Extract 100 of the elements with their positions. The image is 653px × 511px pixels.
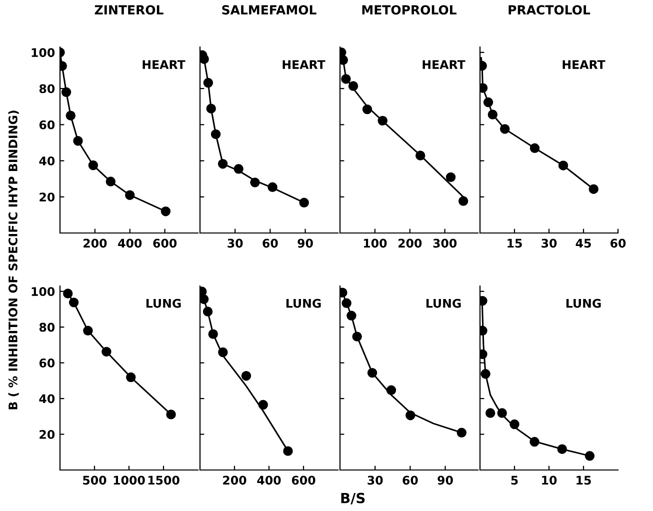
chart-title: SALMEFAMOL [222, 5, 316, 15]
x-tick-label: 15 [576, 476, 591, 485]
point [458, 196, 468, 206]
x-tick-label: 400 [118, 238, 142, 248]
point [299, 198, 309, 208]
point [102, 346, 112, 357]
point [88, 160, 98, 170]
x-tick-label: 60 [402, 476, 418, 485]
chart-title: PRACTOLOL [508, 5, 590, 15]
point [106, 176, 116, 186]
point [362, 104, 372, 114]
point [352, 332, 362, 342]
point [558, 160, 568, 170]
x-tick-label: 30 [228, 238, 243, 248]
point [485, 408, 496, 418]
x-tick-label: 600 [153, 238, 177, 248]
point [206, 104, 216, 114]
y-tick-label: 60 [39, 120, 55, 130]
point [378, 116, 388, 126]
x-tick-label: 5 [511, 476, 518, 485]
point [500, 124, 510, 134]
annotation: LUNG [426, 298, 461, 308]
point [342, 298, 352, 308]
point [73, 136, 83, 146]
point [250, 178, 260, 188]
x-tick-label: 30 [542, 238, 557, 248]
x-tick-label: 60 [262, 238, 278, 248]
y-tick-label: 100 [32, 287, 55, 296]
point [497, 408, 507, 418]
point [200, 294, 209, 304]
y-axis-title: B ( % INHIBITION OF SPECIFIC IHYP BINDING) [8, 110, 19, 410]
annotation: HEART [562, 60, 606, 69]
point [588, 184, 598, 194]
point [483, 97, 494, 108]
point [530, 436, 540, 447]
x-tick-label: 200 [223, 476, 246, 485]
point [530, 143, 540, 153]
point [66, 110, 76, 120]
point [584, 451, 595, 461]
x-tick-label: 1500 [148, 476, 180, 485]
x-tick-label: 10 [542, 476, 557, 485]
point [341, 74, 351, 84]
point [234, 164, 244, 174]
point [203, 78, 214, 88]
point [200, 54, 209, 64]
x-tick-label: 200 [84, 238, 107, 248]
point [480, 369, 490, 379]
x-tick-label: 1000 [114, 476, 145, 485]
point [488, 110, 498, 120]
y-tick-label: 80 [39, 322, 55, 332]
x-tick-label: 45 [576, 238, 591, 248]
point [166, 410, 176, 420]
point [346, 310, 356, 321]
point [258, 400, 268, 410]
point [557, 444, 567, 454]
point [367, 368, 378, 378]
y-tick-label: 100 [32, 48, 55, 58]
x-tick-label: 400 [257, 476, 281, 485]
point [241, 370, 252, 381]
annotation: HEART [142, 60, 186, 69]
point [348, 81, 358, 91]
annotation: LUNG [566, 298, 601, 308]
y-tick-label: 60 [39, 358, 55, 368]
point [210, 129, 221, 140]
x-tick-label: 500 [83, 476, 106, 485]
y-tick-label: 20 [40, 192, 55, 202]
point [61, 87, 72, 98]
x-tick-label: 100 [364, 238, 387, 248]
annotation: LUNG [286, 298, 321, 308]
point [126, 372, 136, 382]
x-tick-label: 60 [610, 238, 626, 248]
point [415, 150, 426, 160]
point [125, 190, 135, 200]
x-tick-label: 200 [398, 238, 422, 248]
y-tick-label: 40 [39, 156, 55, 166]
x-axis-title: B/S [341, 492, 365, 504]
point [63, 288, 73, 298]
annotation: HEART [422, 60, 466, 69]
point [68, 298, 79, 308]
point [446, 172, 456, 182]
y-tick-label: 20 [40, 430, 55, 439]
annotation: HEART [282, 60, 326, 69]
point [406, 410, 416, 420]
y-tick-label: 40 [39, 394, 55, 404]
point [160, 206, 171, 216]
chart-title: ZINTEROL [94, 5, 164, 15]
x-tick-label: 90 [298, 238, 313, 248]
y-tick-label: 80 [39, 84, 55, 94]
point [456, 428, 466, 438]
x-tick-label: 300 [433, 238, 457, 248]
point [218, 158, 228, 169]
chart-title: METOPROLOL [362, 5, 456, 15]
x-tick-label: 15 [508, 238, 522, 248]
x-tick-label: 90 [438, 476, 453, 485]
point [202, 306, 213, 316]
point [510, 419, 520, 430]
point [386, 385, 396, 396]
point [268, 182, 278, 192]
point [218, 347, 228, 358]
x-tick-label: 600 [292, 476, 316, 485]
